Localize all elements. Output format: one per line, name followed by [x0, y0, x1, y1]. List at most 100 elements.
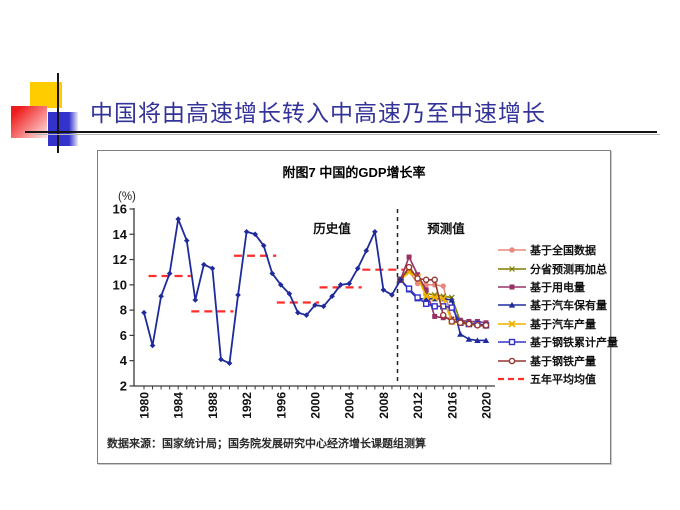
y-tick-label: 14	[113, 227, 128, 242]
y-tick-label: 6	[120, 328, 127, 343]
series-marker	[414, 294, 421, 301]
y-axis-unit-label: (%)	[118, 191, 136, 203]
legend-marker-icon	[498, 265, 526, 272]
series-marker	[303, 312, 310, 318]
series-marker	[295, 309, 301, 316]
series-marker	[405, 285, 413, 292]
series-marker	[406, 254, 412, 260]
annotation-forecast: 预测值	[427, 221, 465, 236]
series-marker	[286, 290, 293, 297]
legend-marker-icon	[498, 302, 526, 308]
header-rule-shadow	[33, 134, 660, 135]
chart-legend: 基于全国数据 分省预测再加总 基于用电量基于汽车保有量 基于汽车产量基于钢铁累计产量基…	[497, 241, 618, 388]
series-marker	[482, 337, 490, 344]
y-tick-label: 2	[120, 378, 127, 393]
series-marker	[235, 292, 241, 298]
legend-item: 基于钢铁产量	[497, 351, 618, 369]
series-marker	[201, 261, 207, 268]
legend-marker-icon	[498, 357, 526, 364]
series-marker	[448, 296, 455, 303]
legend-marker-icon	[498, 247, 526, 253]
legend-marker-icon	[498, 320, 526, 328]
series-line	[143, 218, 402, 365]
annotation-historical: 历史值	[313, 221, 351, 236]
series-marker	[414, 280, 421, 287]
legend-item-label: 五年平均均值	[530, 373, 596, 386]
series-marker	[389, 292, 395, 298]
legend-item-label: 基于汽车保有量	[530, 300, 607, 313]
legend-item-label: 分省预测再加总	[530, 263, 607, 276]
x-tick-label: 2000	[309, 392, 323, 419]
legend-item: 五年平均均值	[497, 370, 618, 388]
legend-item: 基于全国数据	[497, 241, 618, 259]
series-marker	[448, 318, 456, 325]
x-tick-label: 1984	[172, 392, 186, 419]
series-marker	[457, 331, 464, 337]
series-marker	[431, 276, 439, 284]
legend-item-label: 基于全国数据	[530, 245, 596, 258]
series-marker	[209, 265, 216, 272]
legend-item: 基于汽车产量	[497, 315, 618, 333]
x-tick-label: 2012	[411, 392, 425, 419]
y-tick-label: 8	[120, 303, 127, 318]
series-marker	[431, 293, 439, 302]
series-marker	[405, 263, 413, 271]
legend-marker-icon	[498, 284, 526, 290]
series-marker	[397, 276, 404, 283]
y-tick-label: 12	[113, 252, 127, 267]
x-tick-label: 2016	[445, 392, 459, 419]
legend-item: 基于用电量	[497, 278, 618, 296]
series-marker	[415, 272, 421, 278]
series-marker	[440, 283, 446, 289]
series-marker	[320, 303, 327, 310]
gdp-growth-chart: 16 14 12 10 8 6 4 2 1980 1984 1988 1992 1996 2000 2004…	[113, 191, 495, 419]
legend-item-label: 基于钢铁产量	[530, 355, 596, 368]
series-marker	[346, 280, 352, 287]
series-marker	[192, 297, 199, 303]
chart-title: 附图7 中国的GDP增长率	[282, 165, 426, 180]
legend-item-label: 基于用电量	[530, 281, 585, 294]
series-marker	[260, 242, 267, 249]
series-marker	[243, 228, 250, 235]
series-marker	[218, 356, 224, 363]
series-marker	[226, 360, 233, 367]
slide-title: 中国将由高速增长转入中高速乃至中速增长	[90, 100, 546, 126]
series-marker	[457, 319, 464, 327]
source-note: 数据来源：国家统计局；国务院发展研究中心经济增长课题组测算	[107, 438, 426, 450]
series-marker	[149, 342, 156, 349]
series-marker	[474, 321, 481, 329]
series-marker	[422, 292, 430, 300]
x-tick-label: 1988	[206, 392, 220, 419]
series-marker	[423, 287, 429, 293]
y-tick-label: 16	[113, 202, 127, 217]
series-marker	[372, 228, 378, 235]
series-marker	[183, 237, 190, 244]
header-rule	[25, 131, 657, 133]
series-marker	[465, 320, 473, 328]
legend-item-label: 基于汽车产量	[530, 318, 596, 331]
series-marker	[380, 287, 387, 293]
series-marker	[432, 313, 438, 319]
series-marker	[465, 336, 473, 342]
legend-marker-icon	[498, 338, 526, 346]
series-marker	[329, 293, 335, 300]
legend-item-label: 基于钢铁累计产量	[530, 337, 618, 350]
x-tick-label: 2004	[343, 392, 357, 419]
series-marker	[337, 282, 344, 288]
series-marker	[482, 321, 490, 329]
series-marker	[422, 295, 430, 302]
chart-panel: 附图7 中国的GDP增长率 16 14 12 10 8 6 4 2 1980 1984 1988 19…	[97, 150, 618, 464]
series-marker	[422, 300, 430, 308]
x-tick-label: 2020	[480, 392, 494, 419]
decoration-blue-square	[48, 112, 78, 146]
x-tick-label: 2008	[377, 392, 391, 419]
y-tick-label: 10	[113, 277, 127, 292]
x-tick-label: 1980	[138, 392, 152, 419]
series-marker	[158, 293, 164, 300]
y-tick-label: 4	[120, 353, 128, 368]
decoration-vertical-line	[57, 73, 59, 153]
series-marker	[363, 247, 370, 254]
decoration-yellow-square	[30, 82, 62, 108]
series-marker	[439, 295, 447, 303]
